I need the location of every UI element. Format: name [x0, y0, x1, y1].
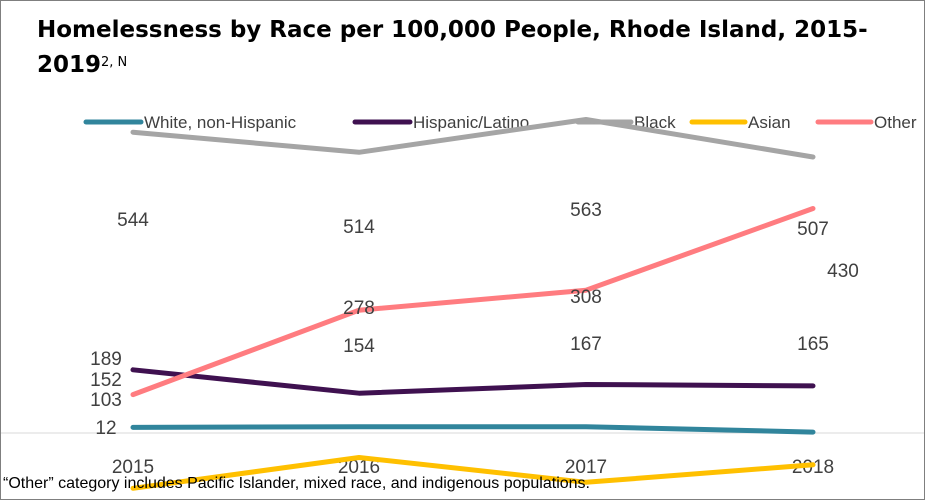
- series-line: [130, 424, 816, 435]
- series-line: [130, 206, 816, 398]
- data-label: 430: [827, 261, 859, 282]
- series-line: [130, 367, 816, 396]
- data-label: 507: [797, 219, 829, 240]
- legend-label: Asian: [748, 113, 791, 132]
- data-label: 154: [343, 336, 375, 357]
- data-label: 544: [117, 210, 149, 231]
- x-tick-label: 2016: [338, 457, 380, 478]
- series-line: [130, 455, 816, 491]
- series-line: [130, 117, 816, 160]
- x-axis-ticks: 2015 2016 2017 2018: [112, 457, 834, 478]
- data-label: 278: [343, 298, 375, 319]
- legend-label: Other: [874, 113, 917, 132]
- data-label: 189: [90, 349, 122, 370]
- legend-label: White, non-Hispanic: [144, 113, 297, 132]
- data-label: 12: [95, 418, 116, 439]
- legend-label: Hispanic/Latino: [413, 113, 529, 132]
- data-label: 103: [90, 390, 122, 411]
- data-label: 563: [570, 200, 602, 221]
- x-tick-label: 2015: [112, 457, 154, 478]
- data-label: 308: [570, 287, 602, 308]
- chart-title: Homelessness by Race per 100,000 People,…: [37, 13, 917, 83]
- data-label: 514: [343, 217, 375, 238]
- data-label: 167: [570, 334, 602, 355]
- footnote: “Other” category includes Pacific Island…: [3, 475, 590, 492]
- data-label: 152: [90, 370, 122, 391]
- chart-legend: White, non-Hispanic Hispanic/Latino Black A…: [83, 113, 917, 132]
- series-lines: [130, 117, 816, 491]
- chart-title-text: Homelessness by Race per 100,000 People,…: [37, 17, 868, 78]
- data-label: 165: [797, 334, 829, 355]
- x-tick-label: 2017: [565, 457, 607, 478]
- x-tick-label: 2018: [792, 457, 834, 478]
- chart-title-superscript: 2, N: [101, 55, 128, 70]
